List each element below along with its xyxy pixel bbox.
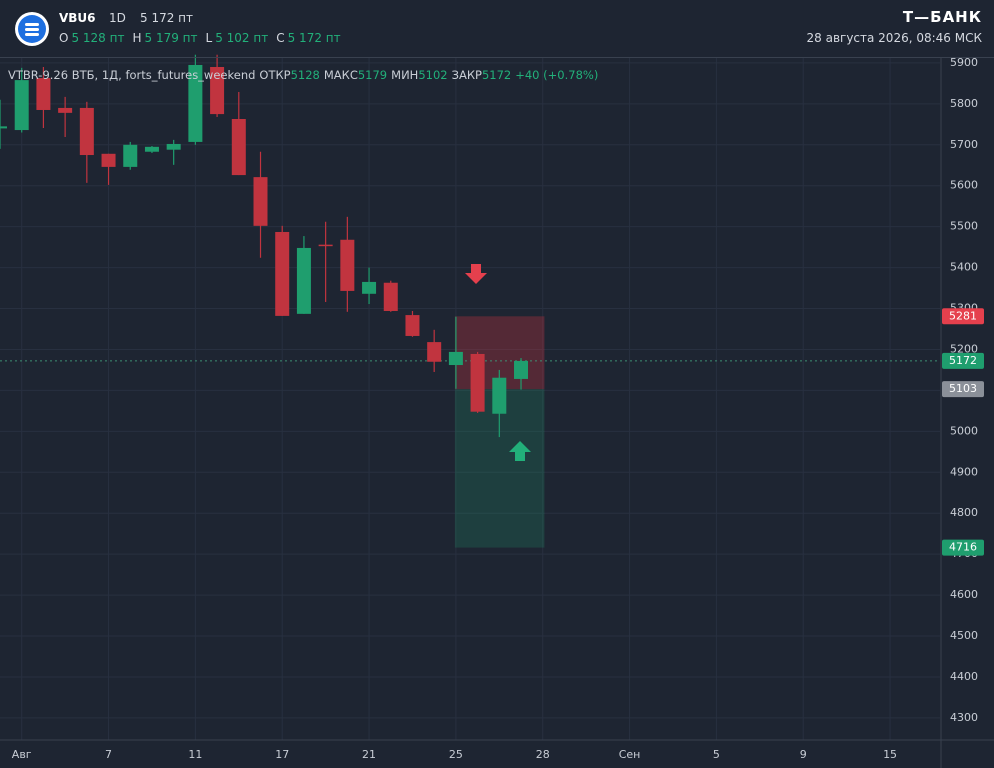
candle-body bbox=[79, 107, 94, 156]
candle-body bbox=[210, 67, 225, 115]
price-label-box bbox=[942, 308, 984, 325]
candle-body bbox=[36, 78, 51, 110]
y-tick-label: 5700 bbox=[950, 138, 978, 151]
x-tick-label: 15 bbox=[883, 748, 897, 761]
legend-label: МАКС bbox=[323, 68, 358, 82]
x-tick-label: 7 bbox=[105, 748, 112, 761]
price-label: 5103 bbox=[949, 382, 977, 395]
ohlc-value: 5 128 пт bbox=[71, 31, 125, 45]
candle-body bbox=[166, 143, 181, 150]
candle-body bbox=[14, 80, 29, 131]
price-label: 4716 bbox=[949, 541, 977, 554]
y-tick-label: 4900 bbox=[950, 465, 978, 478]
datetime: 28 августа 2026, 08:46 МСК bbox=[806, 31, 983, 45]
price-label: 5281 bbox=[949, 309, 977, 322]
legend-label: ЗАКР bbox=[451, 68, 482, 82]
interval[interactable]: 1D bbox=[109, 11, 126, 25]
candle-body bbox=[405, 315, 420, 336]
y-tick-label: 5900 bbox=[950, 56, 978, 69]
candle-body bbox=[231, 118, 246, 176]
legend-label: ОТКР bbox=[259, 68, 291, 82]
ohlc-label: H bbox=[132, 31, 142, 45]
ohlc-value: 5 179 пт bbox=[144, 31, 198, 45]
y-tick-label: 5500 bbox=[950, 220, 978, 233]
candle-body bbox=[0, 126, 7, 129]
candle-body bbox=[58, 107, 73, 113]
logo bbox=[15, 12, 49, 46]
candle-body bbox=[383, 282, 398, 311]
y-tick-label: 5400 bbox=[950, 261, 978, 274]
y-tick-label: 5800 bbox=[950, 97, 978, 110]
legend-value: 5172 bbox=[481, 68, 512, 82]
x-tick-label: Авг bbox=[12, 748, 32, 761]
y-tick-label: 5600 bbox=[950, 179, 978, 192]
y-tick-label: 5000 bbox=[950, 424, 978, 437]
x-tick-label: 25 bbox=[449, 748, 463, 761]
legend-line: VTBR-9.26 ВТБ, 1Д, forts_futures_weekend… bbox=[8, 68, 602, 82]
candle-body bbox=[470, 353, 485, 412]
price-label-box bbox=[942, 381, 984, 398]
y-tick-label: 4300 bbox=[950, 711, 978, 724]
legend-value: 5102 bbox=[418, 68, 448, 82]
ohlc-label: L bbox=[205, 31, 213, 45]
price-label-box bbox=[942, 539, 984, 556]
candle-body bbox=[123, 144, 138, 167]
ohlc-label: C bbox=[276, 31, 285, 45]
candle-body bbox=[340, 239, 355, 291]
candle-body bbox=[492, 377, 507, 414]
x-tick-label: 28 bbox=[536, 748, 550, 761]
candle-body bbox=[514, 360, 529, 379]
candle-body bbox=[253, 177, 268, 226]
price: 5 172 пт bbox=[140, 11, 194, 25]
series-title: VTBR-9.26 ВТБ, 1Д, forts_futures_weekend bbox=[8, 68, 256, 82]
x-tick-label: 9 bbox=[800, 748, 807, 761]
y-tick-label: 5200 bbox=[950, 342, 978, 355]
sell-arrow bbox=[465, 264, 487, 284]
x-tick-label: Сен bbox=[619, 748, 641, 761]
candle-body bbox=[101, 153, 116, 167]
candle-body bbox=[188, 64, 203, 142]
legend-label: МИН bbox=[391, 68, 419, 82]
brand: Т—БАНК bbox=[902, 8, 982, 26]
candle-body bbox=[318, 244, 333, 247]
ohlc-value: 5 102 пт bbox=[215, 31, 269, 45]
legend-value: 5128 bbox=[290, 68, 320, 82]
buy-arrow bbox=[509, 441, 531, 461]
candle-body bbox=[296, 247, 311, 314]
y-tick-label: 4800 bbox=[950, 506, 978, 519]
ohlc-value: 5 172 пт bbox=[287, 31, 341, 45]
ohlc-label: O bbox=[59, 31, 69, 45]
legend-value: 5179 bbox=[357, 68, 388, 82]
x-tick-label: 11 bbox=[188, 748, 202, 761]
x-tick-label: 21 bbox=[362, 748, 376, 761]
candle-body bbox=[362, 281, 377, 294]
y-tick-label: 4400 bbox=[950, 670, 978, 683]
ticker[interactable]: VBU6 bbox=[59, 11, 96, 25]
candle-body bbox=[275, 231, 290, 316]
change: +40 (+0.78%) bbox=[515, 68, 599, 82]
x-tick-label: 17 bbox=[275, 748, 289, 761]
price-label-box bbox=[942, 352, 984, 369]
candle-body bbox=[427, 342, 442, 362]
y-tick-label: 4600 bbox=[950, 588, 978, 601]
x-tick-label: 5 bbox=[713, 748, 720, 761]
y-tick-label: 4500 bbox=[950, 629, 978, 642]
candle-body bbox=[448, 351, 463, 366]
candle-body bbox=[144, 146, 159, 152]
price-label: 5172 bbox=[949, 354, 977, 367]
